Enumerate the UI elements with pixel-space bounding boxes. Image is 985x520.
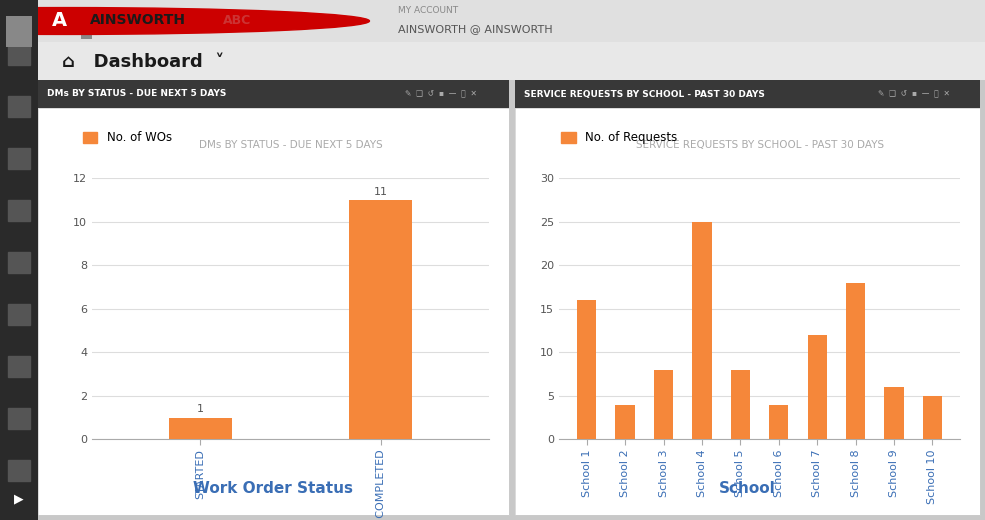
Bar bbox=[654, 370, 673, 439]
Bar bbox=[8, 148, 31, 169]
Bar bbox=[81, 24, 92, 38]
Bar bbox=[168, 418, 231, 439]
Bar bbox=[8, 356, 31, 377]
Bar bbox=[616, 405, 634, 439]
Bar bbox=[846, 283, 865, 439]
Text: Work Order Status: Work Order Status bbox=[193, 481, 354, 496]
Circle shape bbox=[0, 8, 369, 34]
Text: MY ACCOUNT: MY ACCOUNT bbox=[398, 6, 458, 15]
Bar bbox=[8, 200, 31, 221]
Text: AINSWORTH @ AINSWORTH: AINSWORTH @ AINSWORTH bbox=[398, 24, 553, 34]
Bar bbox=[6, 16, 33, 47]
Bar bbox=[8, 252, 31, 273]
Title: SERVICE REQUESTS BY SCHOOL - PAST 30 DAYS: SERVICE REQUESTS BY SCHOOL - PAST 30 DAY… bbox=[635, 140, 884, 150]
Bar bbox=[349, 200, 412, 439]
Text: 1: 1 bbox=[197, 405, 204, 414]
Text: ✎  ❑  ↺  ▪  —  ⤢  ✕: ✎ ❑ ↺ ▪ — ⤢ ✕ bbox=[878, 89, 950, 98]
Bar bbox=[885, 387, 903, 439]
Text: ▶: ▶ bbox=[14, 493, 24, 505]
Bar bbox=[8, 96, 31, 117]
Text: A: A bbox=[52, 11, 67, 31]
Text: AINSWORTH: AINSWORTH bbox=[90, 13, 186, 27]
Bar bbox=[8, 304, 31, 325]
Bar bbox=[8, 408, 31, 429]
Text: 11: 11 bbox=[373, 187, 388, 197]
Bar bbox=[8, 44, 31, 65]
Text: SERVICE REQUESTS BY SCHOOL - PAST 30 DAYS: SERVICE REQUESTS BY SCHOOL - PAST 30 DAY… bbox=[524, 89, 764, 98]
Text: School: School bbox=[719, 481, 775, 496]
Legend: No. of WOs: No. of WOs bbox=[78, 127, 176, 149]
Bar bbox=[731, 370, 750, 439]
Text: ABC: ABC bbox=[223, 14, 251, 27]
Text: DMs BY STATUS - DUE NEXT 5 DAYS: DMs BY STATUS - DUE NEXT 5 DAYS bbox=[47, 89, 227, 98]
Text: ✎  ❑  ↺  ▪  —  ⤢  ✕: ✎ ❑ ↺ ▪ — ⤢ ✕ bbox=[405, 89, 477, 98]
Bar bbox=[923, 396, 942, 439]
Bar bbox=[769, 405, 788, 439]
Bar bbox=[577, 300, 596, 439]
Bar bbox=[692, 222, 711, 439]
Legend: No. of Requests: No. of Requests bbox=[557, 127, 682, 149]
Bar bbox=[808, 335, 826, 439]
Text: ⌂   Dashboard  ˅: ⌂ Dashboard ˅ bbox=[62, 53, 224, 71]
Title: DMs BY STATUS - DUE NEXT 5 DAYS: DMs BY STATUS - DUE NEXT 5 DAYS bbox=[199, 140, 382, 150]
Bar bbox=[8, 460, 31, 481]
